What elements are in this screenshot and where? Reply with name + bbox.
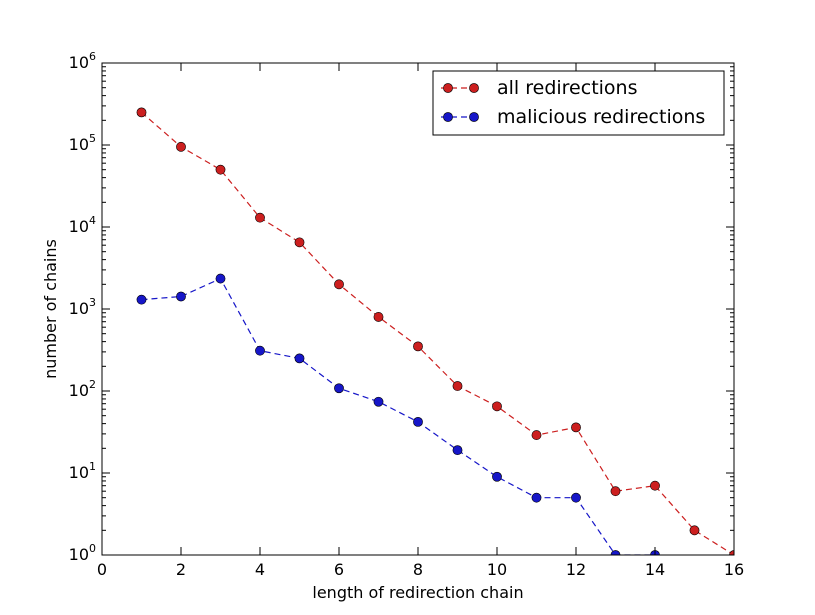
data-point [136,294,147,305]
y-tick-label: 102 [69,378,96,400]
series-group [136,107,734,555]
x-tick-label: 12 [566,560,586,579]
data-point [531,492,542,503]
data-point [413,416,423,427]
y-tick-exponent: 6 [89,50,96,63]
y-tick-label: 104 [69,214,96,236]
data-point [610,486,621,497]
series-layer [136,107,734,555]
data-point [255,345,265,356]
x-tick-label: 16 [724,560,744,579]
data-point [136,107,147,118]
data-point [531,430,542,440]
y-tick-label: 103 [69,296,96,318]
data-point [689,525,700,536]
legend-marker [469,112,479,122]
data-point [650,480,660,491]
x-tick-label: 6 [334,560,344,579]
legend-label: all redirections [497,77,638,99]
y-tick-base: 10 [69,381,89,400]
data-point [729,550,734,555]
legend: all redirections malicious redirections [432,70,725,136]
y-tick-base: 10 [69,545,89,564]
legend-label: malicious redirections [497,106,705,128]
data-point [255,212,265,223]
x-tick-label: 0 [97,560,107,579]
data-point [294,353,305,364]
y-tick-base: 10 [69,135,89,154]
legend-marker [443,83,453,93]
data-point [571,422,581,433]
y-axis-label: number of chains [41,239,60,379]
y-tick-label: 106 [69,50,96,72]
x-tick-label: 4 [255,560,265,579]
data-point [334,383,344,394]
plot-frame [101,62,735,556]
data-point [294,237,305,248]
data-point [215,273,226,284]
data-point [176,141,186,152]
series-line-1 [141,277,655,555]
y-tick-exponent: 5 [89,132,96,145]
data-point [492,471,502,482]
series-line-0 [141,111,734,555]
x-tick-label: 10 [487,560,507,579]
data-point [571,492,581,503]
data-point [452,445,463,456]
y-tick-label: 100 [69,542,96,564]
data-point [492,401,502,412]
x-axis-label: length of redirection chain [312,583,523,602]
data-point [610,550,621,555]
y-tick-exponent: 2 [89,378,96,391]
data-point [373,396,384,407]
y-tick-base: 10 [69,217,89,236]
y-tick-exponent: 0 [89,542,96,555]
x-tick-label: 2 [176,560,186,579]
y-tick-base: 10 [69,463,89,482]
y-tick-exponent: 3 [89,296,96,309]
legend-marker [469,83,479,93]
data-point [373,312,384,322]
data-point [176,291,186,302]
y-tick-label: 101 [69,460,96,482]
legend-box [432,70,725,136]
x-tick-label: 14 [645,560,665,579]
y-tick-exponent: 4 [89,214,96,227]
x-tick-label: 8 [413,560,423,579]
y-tick-label: 105 [69,132,96,154]
legend-marker [443,112,453,122]
y-tick-base: 10 [69,53,89,72]
y-tick-exponent: 1 [89,460,96,473]
data-point [452,381,463,391]
y-tick-base: 10 [69,299,89,318]
data-point [413,341,423,352]
data-point [334,279,344,290]
data-point [215,164,226,175]
